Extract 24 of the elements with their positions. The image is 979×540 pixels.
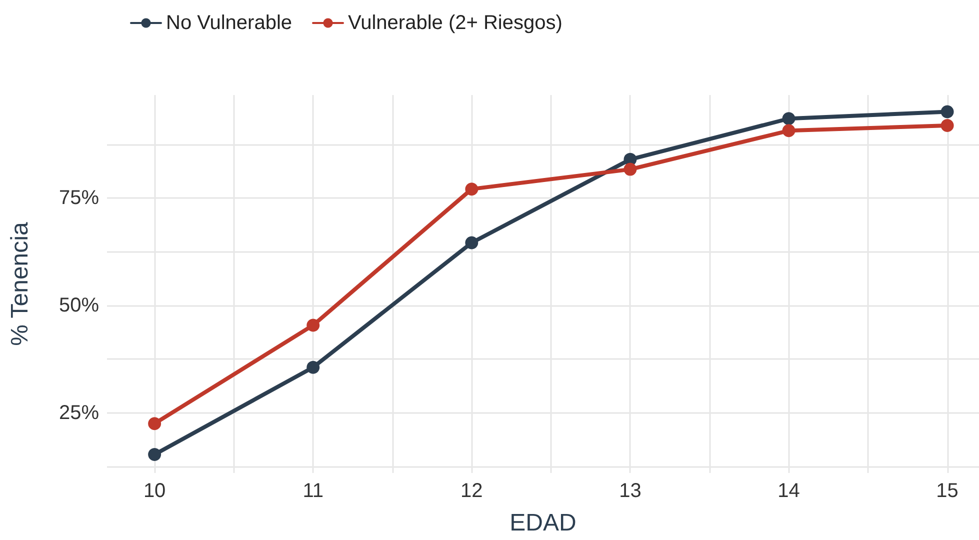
x-tick-label: 15 — [936, 480, 958, 502]
y-tick-label: 75% — [58, 187, 100, 210]
point — [465, 236, 478, 250]
point — [782, 124, 796, 138]
point — [306, 318, 320, 332]
point — [624, 162, 637, 176]
legend-label: Vulnerable (2+ Riesgos) — [348, 12, 562, 34]
point — [306, 360, 320, 374]
point — [940, 105, 954, 118]
legend-label: No Vulnerable — [166, 12, 292, 34]
x-tick-label: 10 — [143, 480, 166, 502]
point — [148, 417, 162, 430]
point — [148, 448, 162, 462]
x-axis-title: EDAD — [510, 510, 576, 536]
x-tick-label: 11 — [302, 480, 324, 502]
x-tick-label: 13 — [619, 480, 642, 502]
x-tick-label: 12 — [460, 480, 483, 502]
x-tick-label: 14 — [778, 480, 800, 502]
point — [940, 119, 954, 132]
point — [782, 112, 796, 126]
y-tick-label: 50% — [58, 294, 100, 316]
point — [465, 182, 478, 196]
y-axis-title: % Tenencia — [6, 222, 34, 346]
y-tick-label: 25% — [58, 402, 100, 424]
